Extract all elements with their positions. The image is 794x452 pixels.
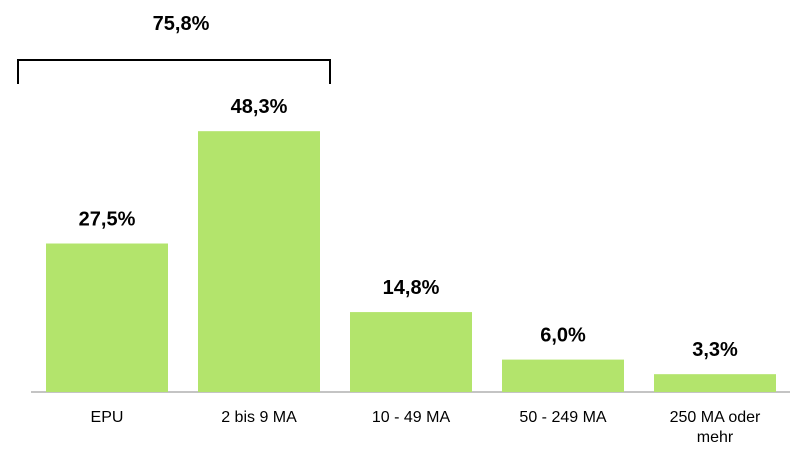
x-tick-label: 2 bis 9 MA bbox=[221, 409, 297, 426]
bar bbox=[654, 374, 776, 392]
value-label: 6,0% bbox=[540, 325, 586, 347]
bar bbox=[46, 243, 168, 392]
x-tick-label: 50 - 249 MA bbox=[519, 409, 607, 426]
value-label: 14,8% bbox=[383, 277, 440, 299]
bar bbox=[350, 312, 472, 392]
value-label: 3,3% bbox=[692, 339, 738, 361]
x-tick-label: 10 - 49 MA bbox=[371, 409, 451, 426]
x-tick-label: EPU bbox=[90, 409, 124, 426]
x-tick-label: 250 MA oder mehr bbox=[669, 409, 761, 446]
value-label: 27,5% bbox=[79, 209, 136, 231]
annotation: 75,8% bbox=[153, 13, 210, 35]
value-label: 48,3% bbox=[231, 96, 288, 118]
bar bbox=[502, 359, 624, 392]
bar bbox=[198, 131, 320, 392]
bracket bbox=[17, 59, 331, 84]
